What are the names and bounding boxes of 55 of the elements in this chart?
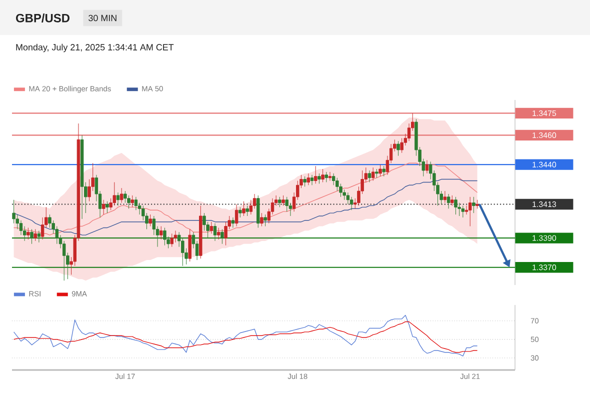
candlestick [260, 212, 264, 227]
candlestick [170, 233, 174, 248]
chart-title: GBP/USD [16, 14, 70, 22]
candlestick [181, 238, 184, 266]
candlestick [174, 230, 178, 243]
candlestick [134, 196, 138, 210]
candlestick [350, 196, 354, 210]
candlestick [461, 205, 465, 218]
candlestick [88, 179, 91, 202]
candlestick [138, 202, 142, 215]
candlestick [288, 202, 292, 216]
candlestick [19, 220, 23, 236]
text: Monday, July 21, 2025 1:34:41 AM CET [16, 44, 174, 52]
candlestick [264, 214, 267, 227]
candlestick [231, 217, 235, 228]
candlestick [148, 214, 152, 227]
candlestick [213, 223, 217, 242]
candlestick [425, 160, 429, 174]
candlestick [407, 123, 411, 142]
candlestick [464, 205, 468, 215]
candlestick [224, 222, 228, 246]
candlestick [120, 188, 124, 204]
candlestick [454, 196, 458, 215]
candlestick [124, 190, 127, 204]
candlestick [472, 196, 476, 214]
candlestick [16, 214, 20, 230]
candlestick [396, 140, 400, 156]
candlestick [443, 190, 447, 204]
candlestick [252, 194, 256, 209]
candlestick [378, 164, 382, 177]
candlestick [346, 192, 350, 204]
candlestick [249, 200, 253, 215]
candlestick [285, 196, 288, 212]
candlestick [80, 134, 84, 220]
candlestick [332, 173, 336, 186]
candlestick [163, 227, 166, 246]
candlestick [152, 216, 156, 236]
candlestick [328, 172, 332, 181]
candlestick [446, 194, 450, 209]
candlestick [202, 212, 206, 231]
candlestick [145, 212, 148, 230]
candlestick [468, 196, 472, 227]
candlestick [375, 168, 378, 178]
candlestick [127, 195, 130, 209]
candlestick [310, 174, 314, 186]
candlestick [368, 170, 372, 182]
candlestick [40, 217, 44, 240]
candlestick [400, 138, 404, 154]
candlestick [30, 228, 34, 244]
candlestick [234, 204, 238, 227]
candlestick [116, 192, 120, 206]
chart-subtitle: 30 MIN [88, 14, 116, 22]
candlestick [220, 228, 224, 244]
candlestick [37, 230, 41, 243]
candlestick [62, 240, 66, 281]
